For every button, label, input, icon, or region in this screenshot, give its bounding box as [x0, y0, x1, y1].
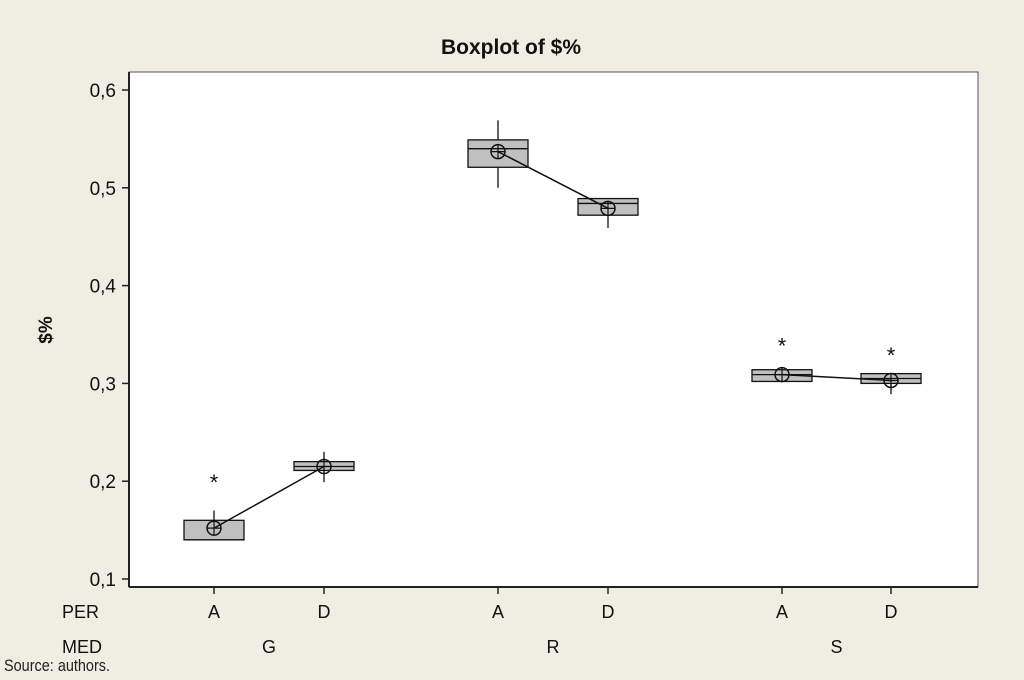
- mean-symbol-cross: [775, 367, 789, 382]
- med-label: S: [830, 637, 842, 657]
- mean-symbol-cross: [601, 201, 615, 216]
- med-label: G: [262, 637, 276, 657]
- per-label: A: [776, 602, 788, 622]
- chart-title: Boxplot of $%: [441, 36, 581, 59]
- per-label: D: [318, 602, 331, 622]
- mean-connect-line: [497, 150, 609, 210]
- med-row-label: MED: [62, 637, 102, 657]
- med-label: R: [547, 637, 560, 657]
- outlier-marker: *: [210, 470, 219, 495]
- mean-symbol-cross: [491, 144, 505, 159]
- y-tick-label: 0,6: [90, 81, 116, 102]
- outlier-marker: *: [778, 333, 787, 358]
- y-tick-label: 0,2: [90, 472, 116, 493]
- y-tick-label: 0,4: [90, 277, 117, 298]
- y-tick-label: 0,5: [90, 179, 116, 200]
- per-label: D: [602, 602, 615, 622]
- plot-area: [128, 71, 979, 588]
- mean-symbol-cross: [884, 373, 898, 388]
- per-label: A: [208, 602, 220, 622]
- mean-symbol-cross: [317, 459, 331, 474]
- y-tick-label: 0,1: [90, 570, 116, 591]
- source-note: Source: authors.: [4, 656, 111, 675]
- y-axis-label: $%: [36, 316, 57, 344]
- mean-connect-line: [213, 465, 325, 529]
- per-label: D: [885, 602, 898, 622]
- y-tick-label: 0,3: [90, 374, 116, 395]
- mean-symbol-cross: [207, 521, 221, 536]
- per-row-label: PER: [62, 602, 99, 622]
- outlier-marker: *: [887, 343, 896, 368]
- per-label: A: [492, 602, 504, 622]
- mean-connect-line: [781, 373, 892, 382]
